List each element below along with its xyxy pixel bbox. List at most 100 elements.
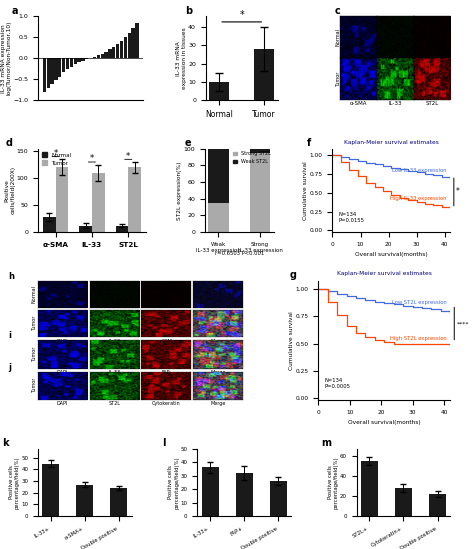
X-axis label: Cytokeratin: Cytokeratin: [152, 401, 181, 406]
Bar: [201, 467, 219, 516]
Bar: [116, 226, 128, 232]
Text: *: *: [239, 10, 244, 20]
X-axis label: Overall survival(months): Overall survival(months): [348, 420, 420, 425]
Bar: [55, 58, 57, 80]
Bar: [270, 481, 287, 516]
Text: f: f: [307, 138, 311, 148]
Text: h: h: [9, 272, 14, 281]
Bar: [104, 52, 108, 58]
X-axis label: DAPI: DAPI: [57, 339, 68, 344]
X-axis label: IL-33: IL-33: [108, 370, 120, 375]
Text: k: k: [2, 438, 9, 448]
Text: *: *: [90, 154, 94, 164]
Text: N=134
P=0.0005: N=134 P=0.0005: [325, 378, 351, 389]
Bar: [110, 488, 128, 516]
Text: α-SMA: α-SMA: [350, 101, 367, 106]
Text: Low IL-33 expression: Low IL-33 expression: [392, 168, 447, 173]
X-axis label: Merge: Merge: [210, 401, 226, 406]
Text: ****: ****: [457, 321, 469, 326]
Bar: [136, 23, 138, 58]
Bar: [43, 217, 55, 232]
X-axis label: DAPI: DAPI: [57, 401, 68, 406]
X-axis label: ST2L: ST2L: [109, 401, 120, 406]
Bar: [77, 58, 81, 63]
Legend: Normal, Tumor: Normal, Tumor: [41, 152, 73, 167]
Bar: [128, 167, 141, 232]
Y-axis label: Positive cells
percentage/field(%): Positive cells percentage/field(%): [9, 456, 20, 508]
Bar: [128, 33, 131, 58]
Text: Kaplan-Meier survival estimates: Kaplan-Meier survival estimates: [337, 271, 432, 276]
Text: c: c: [335, 5, 340, 16]
Y-axis label: Normal: Normal: [32, 285, 36, 304]
Bar: [208, 149, 229, 203]
Y-axis label: Cumulative survival: Cumulative survival: [289, 311, 294, 369]
Bar: [209, 82, 229, 100]
Legend: Strong ST2L, Weak ST2L: Strong ST2L, Weak ST2L: [233, 151, 271, 164]
Text: Low ST2L expression: Low ST2L expression: [392, 300, 447, 305]
Bar: [43, 58, 46, 92]
Text: a: a: [11, 5, 18, 16]
Bar: [97, 55, 100, 58]
Bar: [116, 44, 119, 58]
Bar: [208, 203, 229, 232]
Text: *: *: [126, 152, 130, 161]
Bar: [70, 58, 73, 66]
Text: High ST2L expression: High ST2L expression: [390, 336, 447, 341]
Bar: [254, 49, 274, 100]
Y-axis label: IL-33 mRNA
expression in tissues: IL-33 mRNA expression in tissues: [176, 27, 187, 89]
X-axis label: Merge: Merge: [210, 339, 226, 344]
Y-axis label: Positive cells
percentage/field(%): Positive cells percentage/field(%): [328, 456, 338, 508]
Bar: [120, 41, 123, 58]
X-axis label: IL-33: IL-33: [108, 339, 120, 344]
Y-axis label: ST2L expression(%): ST2L expression(%): [177, 161, 182, 220]
Bar: [131, 28, 135, 58]
Text: Kaplan-Meier survival estimates: Kaplan-Meier survival estimates: [344, 140, 439, 145]
Bar: [236, 473, 253, 516]
Text: j: j: [9, 362, 11, 372]
Text: g: g: [289, 270, 296, 280]
Bar: [250, 153, 271, 232]
Bar: [66, 58, 69, 69]
Bar: [361, 461, 378, 516]
Text: Tumor: Tumor: [336, 71, 341, 87]
Bar: [112, 47, 116, 58]
Text: *: *: [54, 149, 58, 158]
Text: Normal: Normal: [336, 29, 341, 46]
Text: e: e: [184, 138, 191, 148]
Y-axis label: Tumor: Tumor: [32, 347, 36, 362]
X-axis label: Overall survival(months): Overall survival(months): [355, 253, 428, 257]
X-axis label: DAPI: DAPI: [57, 370, 68, 375]
Text: N=134
P=0.0155: N=134 P=0.0155: [338, 212, 365, 223]
Bar: [46, 58, 50, 88]
Y-axis label: Positive cells
percentage/field(%): Positive cells percentage/field(%): [168, 456, 179, 508]
X-axis label: α-SMA: α-SMA: [158, 339, 174, 344]
Bar: [73, 58, 77, 64]
Bar: [58, 58, 62, 76]
Bar: [250, 149, 271, 153]
Text: r=0.6503 P<0.001: r=0.6503 P<0.001: [215, 251, 264, 256]
X-axis label: Merge: Merge: [210, 370, 226, 375]
Text: m: m: [321, 438, 331, 448]
Text: b: b: [186, 5, 193, 16]
Text: IL-33: IL-33: [388, 101, 402, 106]
Bar: [50, 58, 54, 84]
Text: l: l: [162, 438, 165, 448]
Text: ST2L: ST2L: [425, 101, 438, 106]
Text: High IL-33 expression: High IL-33 expression: [390, 197, 447, 201]
Bar: [395, 488, 412, 516]
Text: *: *: [456, 187, 460, 197]
Bar: [79, 226, 92, 232]
Bar: [109, 49, 111, 58]
Y-axis label: Positive
cells/field(200X): Positive cells/field(200X): [4, 166, 15, 214]
Text: i: i: [9, 331, 11, 340]
Bar: [100, 54, 104, 58]
Bar: [429, 494, 446, 516]
Bar: [124, 37, 127, 58]
Bar: [85, 58, 89, 59]
X-axis label: FAP: FAP: [162, 370, 170, 375]
Bar: [76, 485, 93, 516]
Bar: [62, 58, 65, 72]
Text: d: d: [6, 138, 12, 148]
Y-axis label: IL-33 mRNA expression
log(Tumor/Non-Tumor,10): IL-33 mRNA expression log(Tumor/Non-Tumo…: [1, 21, 12, 96]
Bar: [42, 464, 59, 516]
